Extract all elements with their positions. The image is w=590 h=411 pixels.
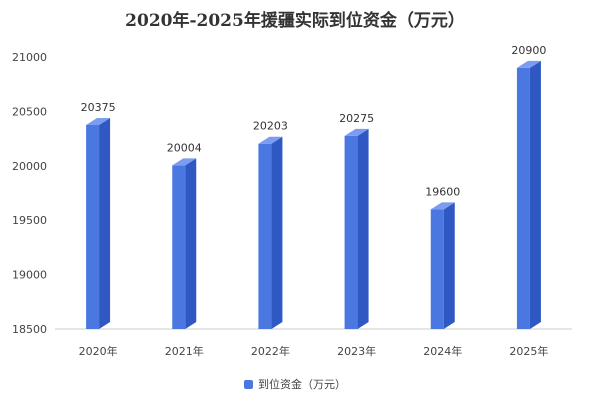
bar bbox=[344, 135, 358, 329]
bar bbox=[258, 143, 272, 329]
bar-side bbox=[99, 118, 111, 329]
bar bbox=[516, 67, 530, 329]
bar-top bbox=[344, 128, 369, 136]
y-tick-label: 18500 bbox=[12, 323, 47, 336]
chart-title: 2020年-2025年援疆实际到位资金（万元） bbox=[125, 11, 465, 31]
bar-top bbox=[430, 202, 455, 210]
bar-top bbox=[172, 158, 197, 166]
x-tick-label: 2022年 bbox=[251, 344, 290, 358]
legend[interactable]: 到位资金（万元） bbox=[0, 376, 590, 392]
x-tick-label: 2025年 bbox=[509, 344, 548, 358]
bar bbox=[430, 209, 444, 329]
bar-top bbox=[516, 60, 541, 68]
data-label: 20203 bbox=[253, 120, 288, 133]
bar-top bbox=[86, 118, 111, 125]
bar bbox=[86, 125, 100, 329]
bar-side bbox=[357, 128, 369, 329]
legend-label: 到位资金（万元） bbox=[258, 378, 346, 391]
bar-side bbox=[529, 60, 541, 329]
data-label: 19600 bbox=[425, 185, 460, 198]
x-tick-label: 2023年 bbox=[337, 344, 376, 358]
data-label: 20900 bbox=[511, 44, 546, 57]
legend-swatch bbox=[244, 380, 253, 389]
bar bbox=[172, 165, 186, 329]
bar-side bbox=[185, 158, 197, 329]
x-tick-label: 2021年 bbox=[165, 344, 204, 358]
y-tick-label: 19000 bbox=[12, 269, 47, 282]
data-label: 20275 bbox=[339, 112, 374, 125]
bar-side bbox=[443, 202, 455, 329]
data-label: 20004 bbox=[167, 141, 202, 154]
y-tick-label: 20000 bbox=[12, 160, 47, 173]
bar-side bbox=[271, 136, 283, 329]
x-tick-label: 2024年 bbox=[423, 344, 462, 358]
y-tick-label: 19500 bbox=[12, 214, 47, 227]
y-tick-label: 21000 bbox=[12, 51, 47, 64]
data-label: 20375 bbox=[81, 101, 116, 114]
x-tick-label: 2020年 bbox=[79, 344, 118, 358]
bar-top bbox=[258, 136, 283, 144]
y-tick-label: 20500 bbox=[12, 105, 47, 118]
